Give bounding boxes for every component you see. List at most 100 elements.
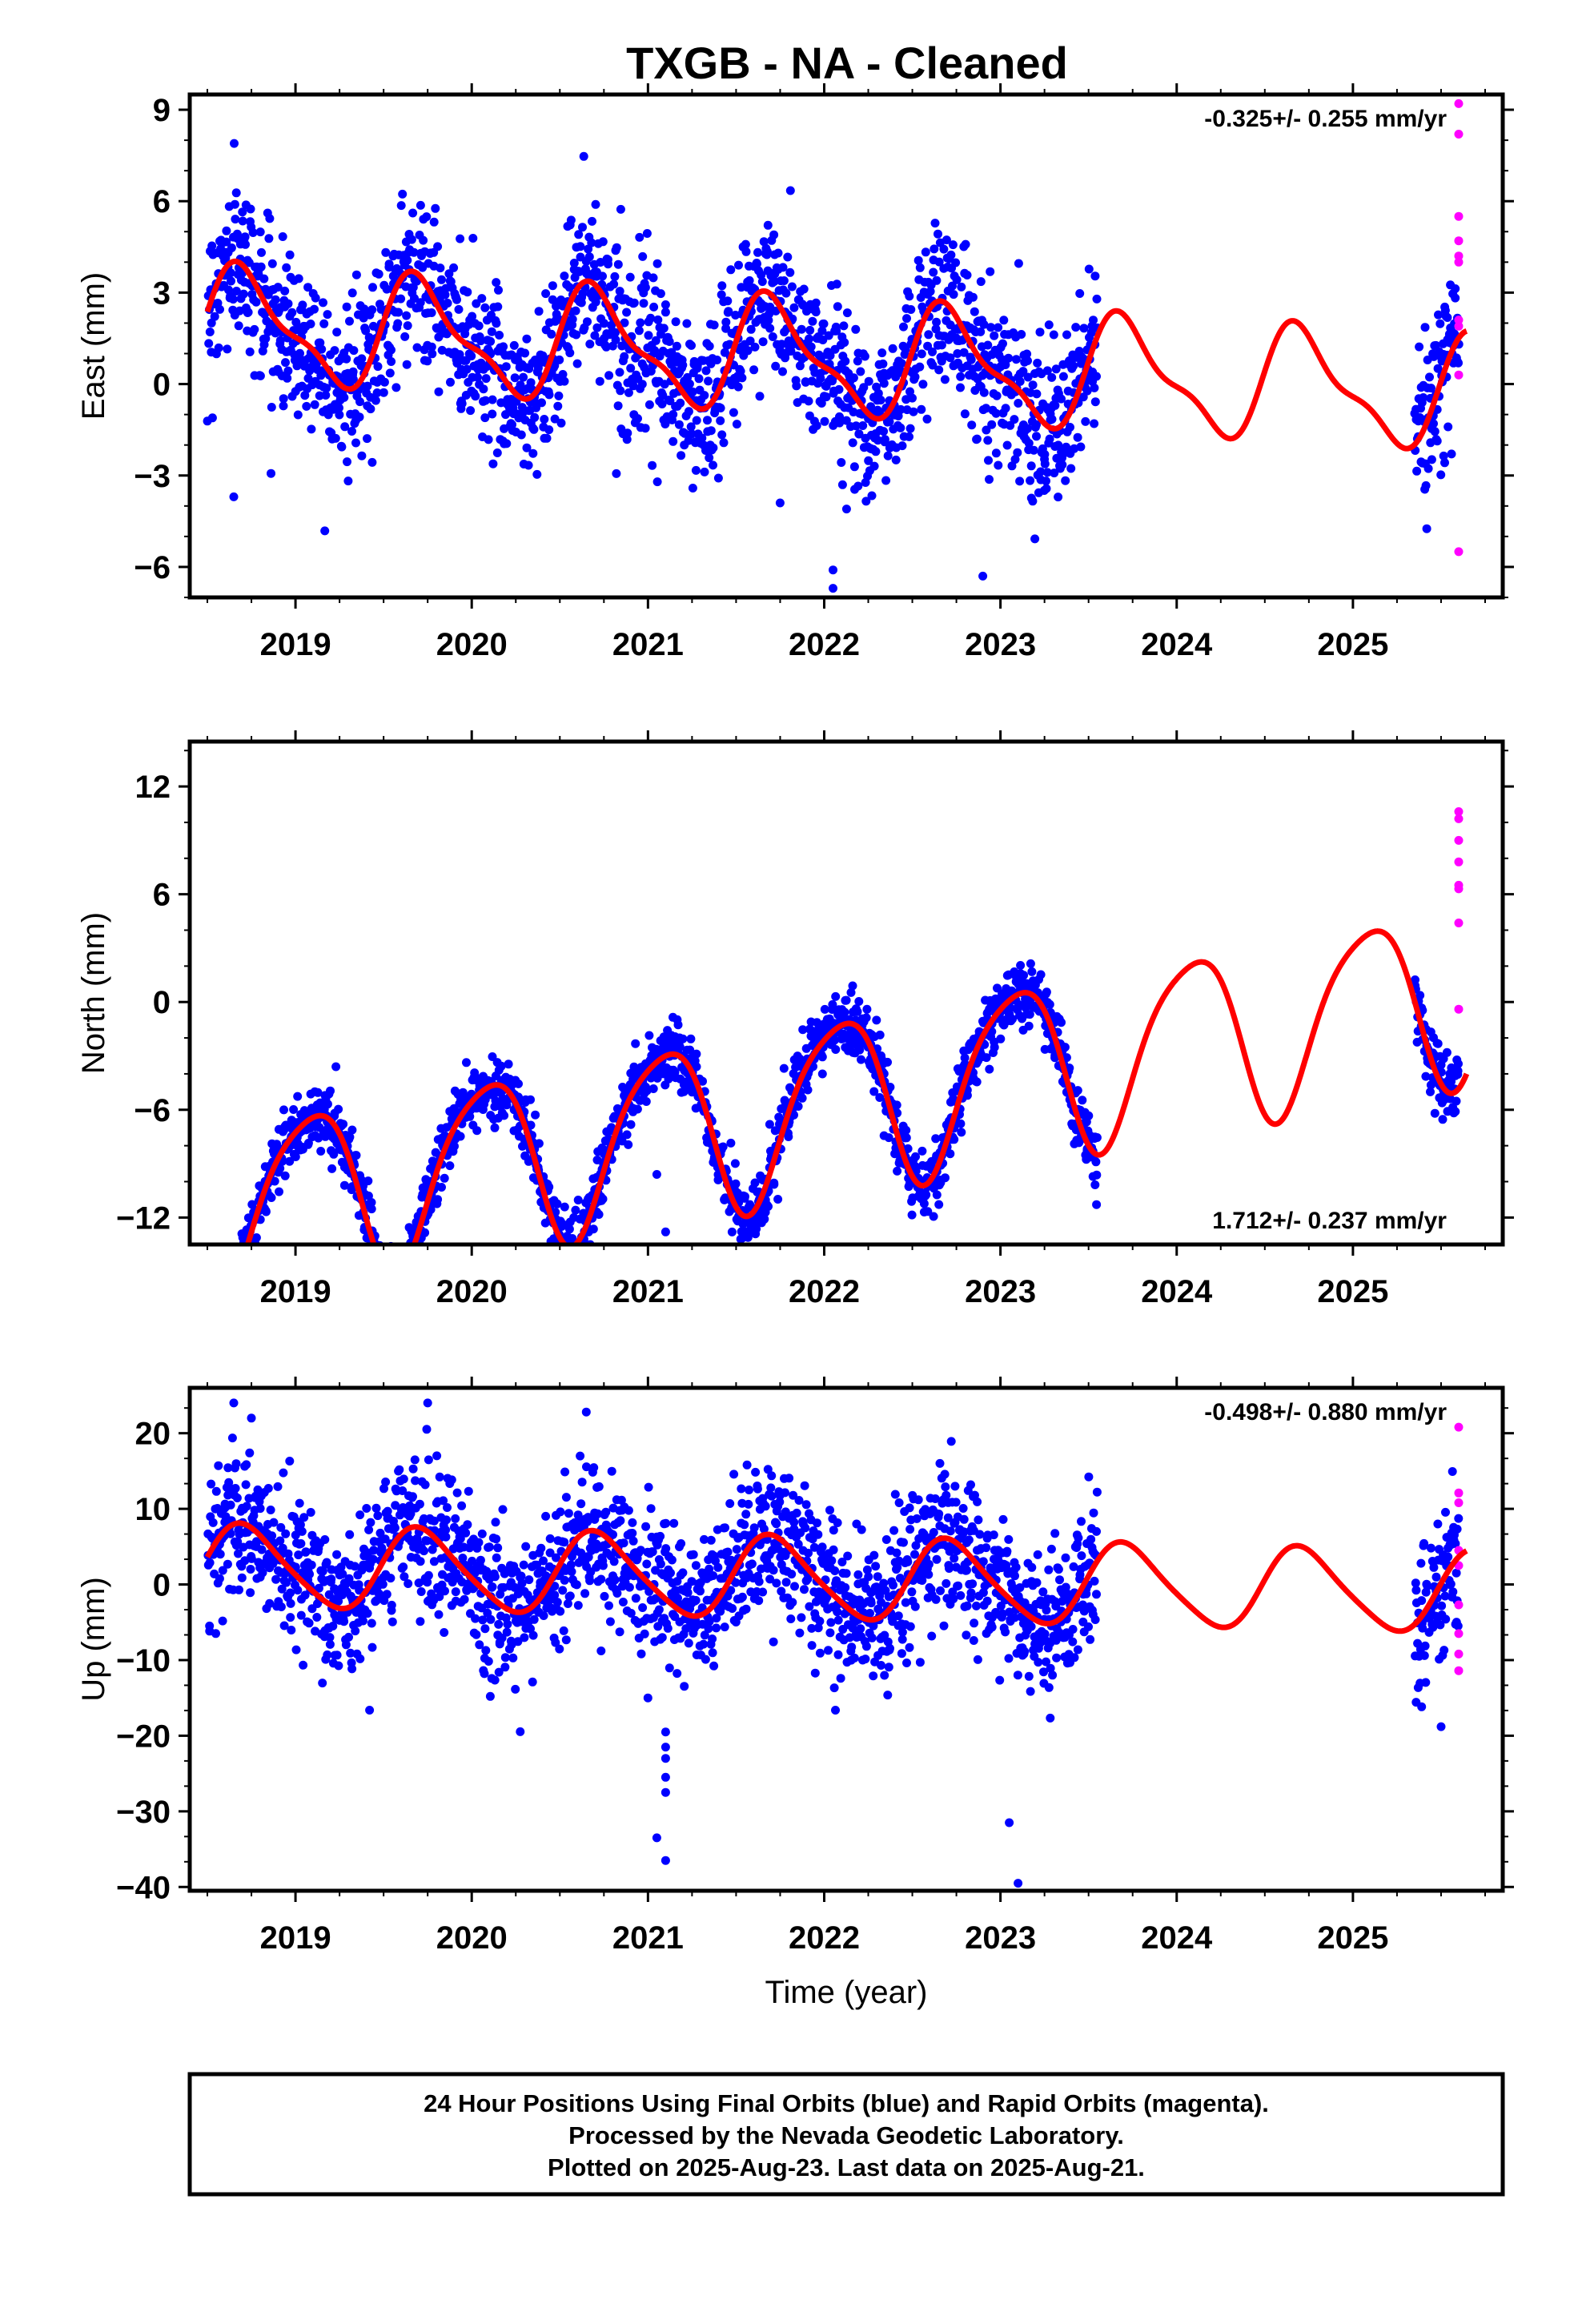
final-orbit-point: [986, 323, 996, 332]
final-orbit-point: [901, 344, 910, 354]
final-orbit-point: [223, 1463, 233, 1473]
final-orbit-point: [257, 247, 266, 257]
final-orbit-point: [359, 1616, 367, 1626]
final-orbit-point: [531, 1110, 540, 1120]
final-orbit-point: [956, 383, 965, 392]
final-orbit-point: [604, 259, 612, 269]
y-axis-label: North (mm): [76, 912, 111, 1074]
final-orbit-point: [678, 360, 688, 370]
final-orbit-point: [872, 1015, 881, 1025]
final-orbit-point: [494, 1619, 504, 1629]
final-orbit-point: [675, 1042, 685, 1051]
final-orbit-point: [598, 271, 607, 281]
final-orbit-point: [480, 303, 490, 312]
final-orbit-point: [442, 1515, 451, 1525]
final-orbit-point: [215, 1550, 225, 1559]
final-orbit-point: [1049, 330, 1058, 340]
final-orbit-point: [545, 1534, 555, 1543]
final-orbit-point: [556, 1606, 565, 1616]
final-orbit-point: [342, 302, 351, 312]
final-orbit-point: [644, 400, 654, 409]
final-orbit-point: [986, 267, 995, 276]
final-orbit-point: [784, 1132, 793, 1141]
final-orbit-point: [391, 383, 401, 392]
final-orbit-point: [276, 1522, 286, 1532]
final-orbit-point: [569, 259, 579, 267]
final-orbit-point: [1047, 372, 1057, 382]
final-orbit-point: [322, 384, 331, 393]
final-orbit-point: [1430, 1108, 1439, 1118]
final-orbit-point: [829, 1035, 839, 1045]
final-orbit-point: [530, 412, 540, 422]
rapid-orbit-point: [1454, 919, 1464, 927]
final-orbit-point: [1026, 476, 1035, 485]
final-orbit-point: [864, 376, 873, 386]
final-orbit-point: [875, 408, 884, 417]
final-orbit-point: [214, 1461, 223, 1470]
final-orbit-point: [1057, 394, 1066, 404]
final-orbit-point: [1454, 1059, 1463, 1068]
final-orbit-point: [408, 1464, 418, 1474]
final-orbit-point: [697, 433, 707, 443]
final-orbit-point: [879, 379, 889, 388]
final-orbit-point: [631, 1039, 640, 1048]
final-orbit-point: [347, 1664, 357, 1674]
final-orbit-point: [479, 384, 488, 394]
final-orbit-point: [550, 1590, 560, 1600]
final-orbit-point: [477, 294, 487, 304]
final-orbit-point: [638, 251, 648, 261]
final-orbit-point: [769, 1180, 779, 1189]
final-orbit-point: [1054, 440, 1063, 450]
final-orbit-point: [688, 484, 697, 493]
final-orbit-point: [234, 321, 243, 331]
final-orbit-point: [805, 334, 813, 344]
final-orbit-point: [612, 1589, 622, 1598]
final-orbit-point: [454, 304, 464, 314]
final-orbit-point: [429, 1516, 439, 1526]
final-orbit-point: [789, 1110, 798, 1120]
final-orbit-point: [577, 1478, 587, 1487]
final-orbit-point: [628, 1536, 638, 1546]
final-orbit-point: [258, 1568, 267, 1578]
final-orbit-point: [519, 1560, 528, 1570]
final-orbit-point: [390, 1523, 400, 1533]
final-orbit-point: [255, 371, 265, 380]
final-orbit-point: [921, 1190, 931, 1200]
final-orbit-point: [1028, 380, 1038, 390]
final-orbit-point: [941, 1173, 950, 1183]
final-orbit-point: [866, 402, 876, 412]
final-orbit-point: [1438, 1115, 1447, 1124]
final-orbit-point: [247, 1554, 256, 1563]
final-orbit-point: [692, 1049, 701, 1059]
final-orbit-point: [613, 259, 623, 269]
final-orbit-point: [368, 1554, 378, 1564]
final-orbit-point: [276, 1602, 286, 1611]
final-orbit-point: [778, 263, 788, 272]
final-orbit-point: [357, 354, 367, 364]
final-orbit-point: [616, 204, 625, 214]
final-orbit-point: [674, 420, 684, 429]
final-orbit-point: [651, 336, 661, 345]
final-orbit-point: [355, 1654, 365, 1663]
final-orbit-point: [897, 359, 906, 368]
final-orbit-point: [522, 443, 532, 452]
final-orbit-point: [1430, 427, 1439, 436]
final-orbit-point: [240, 1556, 250, 1566]
y-tick-label: 6: [153, 878, 171, 913]
final-orbit-point: [902, 314, 911, 324]
final-orbit-point: [885, 1083, 895, 1092]
final-orbit-point: [293, 1092, 303, 1101]
final-orbit-point: [960, 1053, 970, 1063]
final-orbit-point: [295, 1498, 304, 1508]
x-tick-label: 2023: [965, 627, 1036, 662]
final-orbit-point: [1422, 524, 1431, 533]
final-orbit-point: [893, 1108, 902, 1118]
final-orbit-point: [626, 1609, 636, 1618]
final-orbit-point: [692, 416, 701, 425]
final-orbit-outlier: [652, 1170, 661, 1179]
final-orbit-point: [1090, 271, 1100, 281]
final-orbit-point: [273, 283, 283, 292]
final-orbit-point: [749, 365, 759, 375]
final-orbit-point: [367, 1618, 376, 1628]
final-orbit-point: [348, 367, 358, 376]
